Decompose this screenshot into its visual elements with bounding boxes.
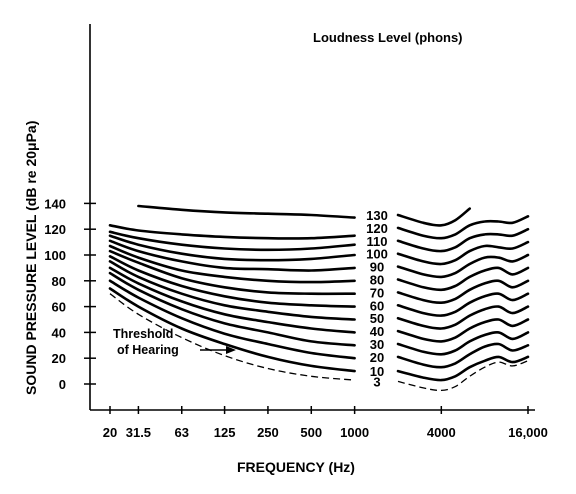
phon-label-20: 20 bbox=[370, 350, 384, 365]
phon-label-120: 120 bbox=[366, 221, 388, 236]
y-tick-label: 60 bbox=[52, 300, 66, 315]
phon-label-30: 30 bbox=[370, 337, 384, 352]
curve-30-phon-high bbox=[396, 330, 530, 356]
phon-label-110: 110 bbox=[367, 234, 388, 249]
curve-130-phon-low bbox=[137, 204, 356, 219]
curve-110-phon-high bbox=[396, 227, 530, 253]
x-tick-label: 4000 bbox=[427, 425, 456, 440]
curve-40-phon-high bbox=[396, 318, 530, 343]
x-axis-title: FREQUENCY (Hz) bbox=[237, 459, 355, 475]
x-tick-label: 16,000 bbox=[508, 425, 548, 440]
curve-80-phon-high bbox=[396, 266, 530, 292]
y-axis-title: SOUND PRESSURE LEVEL (dB re 20μPa) bbox=[23, 121, 39, 395]
phon-label-90: 90 bbox=[370, 260, 384, 275]
curve-80-phon-low bbox=[108, 244, 356, 284]
phon-label-3: 3 bbox=[373, 374, 380, 389]
y-tick-label: 100 bbox=[44, 248, 66, 263]
x-tick-label: 31.5 bbox=[126, 425, 151, 440]
curve-90-phon-high bbox=[396, 253, 530, 279]
y-tick-label: 0 bbox=[59, 377, 66, 392]
axes bbox=[89, 24, 535, 411]
x-tick-label: 63 bbox=[175, 425, 189, 440]
x-tick-label: 250 bbox=[257, 425, 279, 440]
curve-10-phon-high bbox=[396, 355, 530, 382]
curve-100-phon-low bbox=[108, 234, 356, 262]
threshold-arrow bbox=[200, 346, 236, 354]
phon-label-60: 60 bbox=[370, 298, 384, 313]
legend-title: Loudness Level (phons) bbox=[313, 30, 463, 45]
curve-20-phon-low bbox=[108, 279, 356, 360]
phon-label-40: 40 bbox=[370, 324, 384, 339]
x-tick-label: 125 bbox=[214, 425, 236, 440]
loudness-curves bbox=[108, 204, 530, 392]
y-tick-label: 40 bbox=[52, 325, 66, 340]
x-tick-label: 20 bbox=[103, 425, 117, 440]
y-ticks: 0 20 40 60 80 100 120 140 bbox=[44, 196, 96, 392]
phon-label-100: 100 bbox=[366, 247, 388, 262]
curve-70-phon-low bbox=[108, 249, 356, 296]
curve-60-phon-low bbox=[108, 255, 356, 308]
curve-110-phon-low bbox=[108, 230, 356, 252]
phon-label-50: 50 bbox=[370, 311, 384, 326]
threshold-label-line1: Threshold bbox=[113, 327, 173, 341]
curve-70-phon-high bbox=[396, 279, 530, 305]
curve-130-phon-high bbox=[396, 207, 471, 227]
y-tick-label: 20 bbox=[52, 351, 66, 366]
curve-3-phon-low bbox=[109, 293, 355, 381]
curve-100-phon-high bbox=[396, 240, 530, 266]
curve-60-phon-high bbox=[396, 292, 530, 317]
curve-40-phon-low bbox=[108, 266, 356, 334]
curve-20-phon-high bbox=[396, 342, 530, 369]
curve-30-phon-low bbox=[108, 271, 356, 347]
phon-label-80: 80 bbox=[370, 273, 384, 288]
y-tick-label: 80 bbox=[52, 274, 66, 289]
phon-label-130: 130 bbox=[366, 208, 388, 223]
curve-90-phon-low bbox=[108, 239, 356, 272]
curve-120-phon-low bbox=[108, 224, 356, 240]
curve-120-phon-high bbox=[396, 215, 530, 240]
x-tick-label: 1000 bbox=[340, 425, 369, 440]
x-tick-label: 500 bbox=[300, 425, 322, 440]
y-tick-label: 120 bbox=[44, 222, 66, 237]
curve-50-phon-low bbox=[108, 260, 356, 321]
curve-50-phon-high bbox=[396, 305, 530, 330]
phon-label-10: 10 bbox=[370, 364, 384, 379]
threshold-label-line2: of Hearing bbox=[117, 343, 179, 357]
phon-label-70: 70 bbox=[370, 285, 384, 300]
curve-10-phon-low bbox=[108, 287, 356, 373]
y-tick-label: 140 bbox=[44, 196, 66, 211]
x-ticks: 20 31.5 63 125 250 500 1000 4000 16,000 bbox=[103, 406, 548, 440]
